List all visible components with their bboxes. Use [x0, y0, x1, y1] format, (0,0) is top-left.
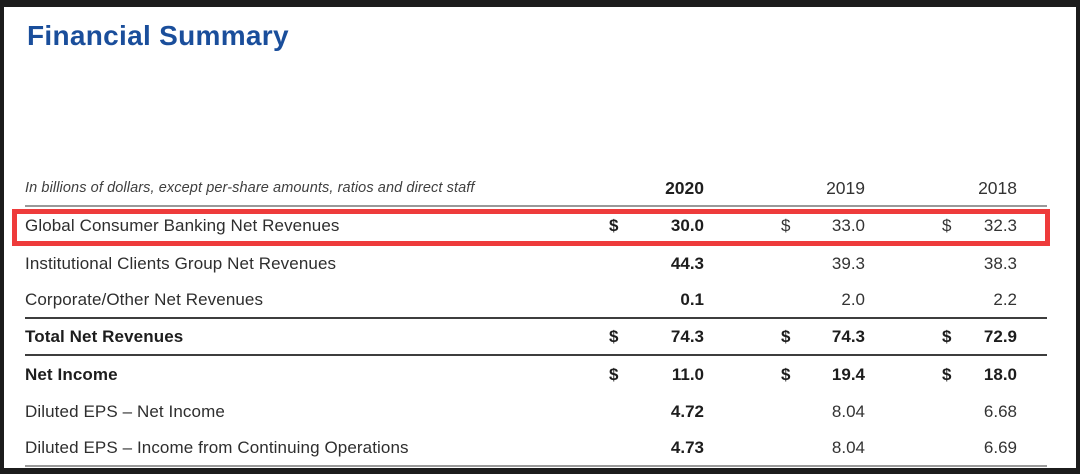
- value: 2.2: [993, 289, 1017, 309]
- currency-symbol: $: [609, 364, 619, 384]
- value: 0.1: [680, 289, 704, 309]
- value-cell-2020: $11.0: [609, 365, 704, 385]
- currency-symbol: $: [942, 364, 952, 384]
- table-header-row: In billions of dollars, except per-share…: [25, 171, 1047, 207]
- value-cell-2018: 38.3: [942, 254, 1017, 274]
- value: 18.0: [983, 364, 1017, 384]
- row-label: Total Net Revenues: [25, 326, 184, 346]
- table-row: Total Net Revenues $74.3 $74.3 $72.9: [25, 319, 1047, 356]
- table-row: Global Consumer Banking Net Revenues $30.…: [25, 207, 1047, 245]
- value: 6.68: [983, 401, 1017, 421]
- table-units-note: In billions of dollars, except per-share…: [25, 180, 475, 196]
- currency-symbol: $: [942, 216, 952, 235]
- column-header-2020: 2020: [609, 178, 704, 199]
- value: 2.0: [841, 289, 865, 309]
- value-cell-2020: $74.3: [609, 327, 704, 347]
- table-row: Institutional Clients Group Net Revenues…: [25, 245, 1047, 282]
- value: 4.72: [670, 401, 704, 421]
- column-header-2019: 2019: [781, 178, 865, 199]
- value: 30.0: [670, 216, 704, 235]
- value-cell-2020: $30.0: [609, 216, 704, 236]
- value: 33.0: [831, 216, 865, 235]
- value-cell-2018: $72.9: [942, 327, 1017, 347]
- value: 8.04: [831, 401, 865, 421]
- value-cell-2018: 6.68: [942, 402, 1017, 422]
- row-label: Diluted EPS – Net Income: [25, 401, 225, 421]
- value-cell-2018: $18.0: [942, 365, 1017, 385]
- column-header-2018: 2018: [942, 178, 1017, 199]
- currency-symbol: $: [781, 326, 791, 346]
- value: 74.3: [670, 326, 704, 346]
- currency-symbol: $: [781, 364, 791, 384]
- row-label: Corporate/Other Net Revenues: [25, 289, 264, 309]
- value: 32.3: [983, 216, 1017, 235]
- currency-symbol: $: [781, 216, 791, 235]
- year-label: 2019: [826, 177, 865, 198]
- value-cell-2018: 2.2: [942, 290, 1017, 310]
- value-cell-2018: 6.69: [942, 438, 1017, 458]
- value: 6.69: [983, 437, 1017, 457]
- value-cell-2020: 0.1: [609, 290, 704, 310]
- row-label: Institutional Clients Group Net Revenues: [25, 253, 337, 273]
- row-label: Diluted EPS – Income from Continuing Ope…: [25, 437, 409, 457]
- year-label: 2020: [665, 177, 704, 198]
- row-label: Global Consumer Banking Net Revenues: [25, 216, 340, 235]
- currency-symbol: $: [942, 326, 952, 346]
- table-row: Net Income $11.0 $19.4 $18.0: [25, 356, 1047, 393]
- value-cell-2019: $74.3: [781, 327, 865, 347]
- value: 44.3: [670, 253, 704, 273]
- value-cell-2018: $32.3: [942, 216, 1017, 236]
- year-label: 2018: [978, 177, 1017, 198]
- currency-symbol: $: [609, 216, 619, 235]
- value-cell-2019: 8.04: [781, 438, 865, 458]
- value-cell-2019: 39.3: [781, 254, 865, 274]
- value-cell-2020: 4.72: [609, 402, 704, 422]
- table-row: Diluted EPS – Net Income 4.72 8.04 6.68: [25, 393, 1047, 430]
- page-title: Financial Summary: [27, 20, 289, 51]
- value-cell-2019: 2.0: [781, 290, 865, 310]
- value-cell-2020: 44.3: [609, 254, 704, 274]
- value: 72.9: [983, 326, 1017, 346]
- value-cell-2019: $19.4: [781, 365, 865, 385]
- value: 39.3: [831, 253, 865, 273]
- value: 19.4: [831, 364, 865, 384]
- value: 38.3: [983, 253, 1017, 273]
- currency-symbol: $: [609, 326, 619, 346]
- value-cell-2019: 8.04: [781, 402, 865, 422]
- value-cell-2020: 4.73: [609, 438, 704, 458]
- financial-table: In billions of dollars, except per-share…: [12, 171, 1050, 467]
- value: 74.3: [831, 326, 865, 346]
- row-label: Net Income: [25, 364, 118, 384]
- value-cell-2019: $33.0: [781, 216, 865, 236]
- value: 8.04: [831, 437, 865, 457]
- table-row: Corporate/Other Net Revenues 0.1 2.0 2.2: [25, 282, 1047, 319]
- value: 11.0: [671, 364, 704, 384]
- table-row: Diluted EPS – Income from Continuing Ope…: [25, 430, 1047, 467]
- value: 4.73: [670, 437, 704, 457]
